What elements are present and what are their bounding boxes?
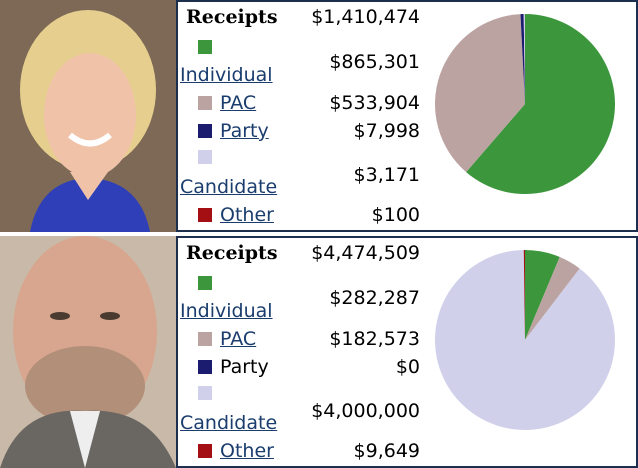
category-link[interactable]: PAC [220, 92, 257, 114]
pie-slice [523, 14, 525, 105]
legend-swatch [198, 386, 212, 400]
table-title: Receipts [186, 6, 278, 28]
value-label: $9,649 [353, 440, 420, 462]
pie-chart [435, 14, 615, 194]
legend-swatch [198, 360, 212, 374]
value-label: $282,287 [329, 287, 420, 309]
pie-slice [525, 250, 560, 340]
pie-slice [520, 14, 525, 105]
table-title: Receipts [186, 242, 278, 264]
category-link[interactable]: Candidate [180, 412, 278, 434]
legend-swatch [198, 150, 212, 164]
pie-chart [435, 250, 615, 430]
pie-slice [466, 14, 615, 194]
candidate-panel: Receipts $4,474,509 Individual $282,287 PAC $… [0, 236, 638, 468]
value-label: $0 [395, 356, 420, 378]
legend-swatch [198, 332, 212, 346]
value-label: $3,171 [353, 164, 420, 186]
frame [176, 236, 638, 468]
value-label: $4,000,000 [311, 400, 420, 422]
category-link[interactable]: Other [220, 440, 274, 462]
legend-swatch [198, 276, 212, 290]
legend-swatch [198, 40, 212, 54]
value-label: $7,998 [353, 120, 420, 142]
pie-slice [435, 14, 525, 173]
value-label: $533,904 [329, 92, 420, 114]
category-label: Party [220, 356, 269, 378]
photo [0, 0, 176, 232]
value-label: $100 [371, 204, 420, 226]
legend-swatch [198, 444, 212, 458]
category-link[interactable]: PAC [220, 328, 257, 350]
total-value: $1,410,474 [311, 6, 420, 28]
category-link[interactable]: Party [220, 120, 269, 142]
category-link[interactable]: Other [220, 204, 274, 226]
legend-swatch [198, 208, 212, 222]
category-link[interactable]: Candidate [180, 176, 278, 198]
candidate-panel: Receipts $1,410,474 Individual $865,301 PAC $… [0, 0, 638, 232]
value-label: $865,301 [329, 51, 420, 73]
frame [176, 0, 638, 232]
category-link[interactable]: Individual [180, 64, 273, 86]
legend-swatch [198, 96, 212, 110]
value-label: $182,573 [329, 328, 420, 350]
pie-slice [435, 250, 615, 430]
photo [0, 236, 176, 468]
legend-swatch [198, 124, 212, 138]
pie-slice [523, 250, 525, 340]
pie-slice [525, 256, 580, 340]
category-link[interactable]: Individual [180, 300, 273, 322]
total-value: $4,474,509 [311, 242, 420, 264]
